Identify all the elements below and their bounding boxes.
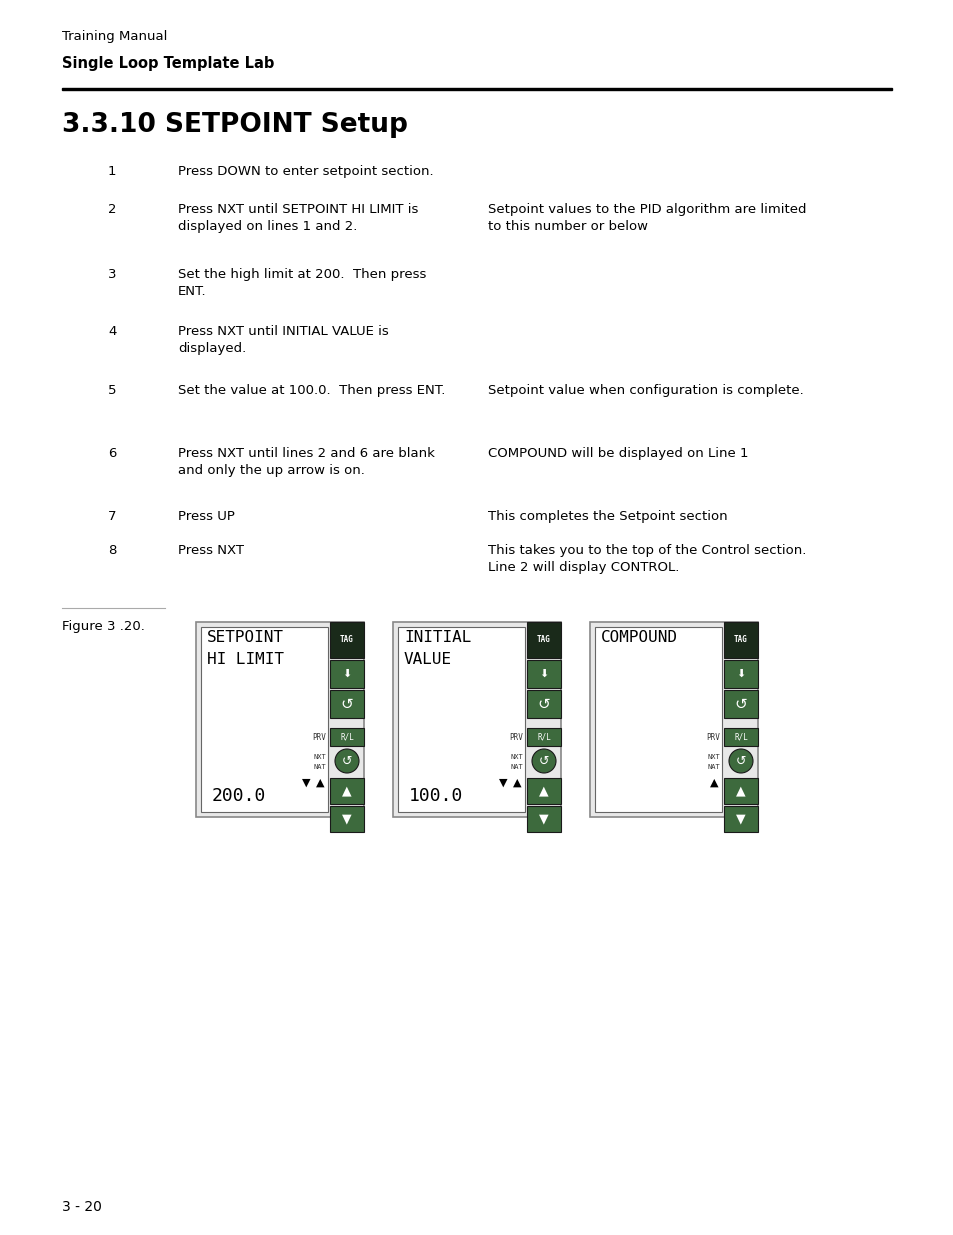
Text: This completes the Setpoint section: This completes the Setpoint section xyxy=(488,510,727,522)
Text: NAT: NAT xyxy=(706,763,720,769)
Text: COMPOUND: COMPOUND xyxy=(600,630,678,645)
Text: ↺: ↺ xyxy=(340,697,353,711)
Circle shape xyxy=(728,748,752,773)
Text: Setpoint value when configuration is complete.: Setpoint value when configuration is com… xyxy=(488,384,803,396)
Bar xyxy=(330,778,364,804)
Text: ▼: ▼ xyxy=(342,813,352,825)
Bar xyxy=(393,622,560,818)
Bar xyxy=(330,690,364,718)
Bar xyxy=(723,806,758,832)
Bar xyxy=(526,622,560,658)
Text: 200.0: 200.0 xyxy=(212,787,266,805)
Text: Press NXT until SETPOINT HI LIMIT is
displayed on lines 1 and 2.: Press NXT until SETPOINT HI LIMIT is dis… xyxy=(178,203,418,233)
Text: ▲: ▲ xyxy=(538,784,548,798)
Text: 6: 6 xyxy=(108,447,116,459)
Text: R/L: R/L xyxy=(537,732,551,741)
Text: This takes you to the top of the Control section.
Line 2 will display CONTROL.: This takes you to the top of the Control… xyxy=(488,543,805,574)
Text: PRV: PRV xyxy=(509,732,522,741)
Text: INITIAL: INITIAL xyxy=(403,630,471,645)
Bar xyxy=(330,622,364,658)
Text: 100.0: 100.0 xyxy=(409,787,463,805)
Text: SETPOINT: SETPOINT xyxy=(207,630,284,645)
Text: NXT: NXT xyxy=(510,755,522,760)
Text: NXT: NXT xyxy=(706,755,720,760)
Bar xyxy=(723,727,758,746)
Text: Set the value at 100.0.  Then press ENT.: Set the value at 100.0. Then press ENT. xyxy=(178,384,445,396)
Bar xyxy=(526,690,560,718)
Text: 3 - 20: 3 - 20 xyxy=(62,1200,102,1214)
Text: Press UP: Press UP xyxy=(178,510,234,522)
Text: PRV: PRV xyxy=(705,732,720,741)
Text: VALUE: VALUE xyxy=(403,652,452,667)
Text: ⬇: ⬇ xyxy=(342,669,352,679)
Text: 8: 8 xyxy=(108,543,116,557)
Bar xyxy=(397,627,524,811)
Text: 7: 7 xyxy=(108,510,116,522)
Bar xyxy=(526,659,560,688)
Bar xyxy=(589,622,758,818)
Text: Press NXT until lines 2 and 6 are blank
and only the up arrow is on.: Press NXT until lines 2 and 6 are blank … xyxy=(178,447,435,477)
Text: ↺: ↺ xyxy=(538,755,549,767)
Bar xyxy=(723,778,758,804)
Bar xyxy=(526,727,560,746)
Text: 2: 2 xyxy=(108,203,116,216)
Text: R/L: R/L xyxy=(339,732,354,741)
Bar xyxy=(526,806,560,832)
Circle shape xyxy=(335,748,358,773)
Text: Figure 3 .20.: Figure 3 .20. xyxy=(62,620,145,634)
Text: Training Manual: Training Manual xyxy=(62,30,167,43)
Text: ▲: ▲ xyxy=(512,778,520,788)
Text: 1: 1 xyxy=(108,165,116,178)
Text: TAG: TAG xyxy=(339,636,354,645)
Bar xyxy=(595,627,721,811)
Bar xyxy=(723,659,758,688)
Bar xyxy=(195,622,364,818)
Text: NXT: NXT xyxy=(313,755,326,760)
Text: ▼: ▼ xyxy=(498,778,507,788)
Text: ↺: ↺ xyxy=(537,697,550,711)
Text: 5: 5 xyxy=(108,384,116,396)
Text: Press NXT: Press NXT xyxy=(178,543,244,557)
Bar xyxy=(330,659,364,688)
Text: Press NXT until INITIAL VALUE is
displayed.: Press NXT until INITIAL VALUE is display… xyxy=(178,325,388,354)
Text: ↺: ↺ xyxy=(341,755,352,767)
Text: ↺: ↺ xyxy=(735,755,745,767)
Text: ▲: ▲ xyxy=(342,784,352,798)
Text: TAG: TAG xyxy=(537,636,551,645)
Text: 3: 3 xyxy=(108,268,116,282)
Bar xyxy=(723,690,758,718)
Bar xyxy=(201,627,328,811)
Text: ↺: ↺ xyxy=(734,697,746,711)
Text: NAT: NAT xyxy=(313,763,326,769)
Text: Press DOWN to enter setpoint section.: Press DOWN to enter setpoint section. xyxy=(178,165,434,178)
Text: ▲: ▲ xyxy=(709,778,718,788)
Bar xyxy=(330,727,364,746)
Bar xyxy=(526,778,560,804)
Text: Single Loop Template Lab: Single Loop Template Lab xyxy=(62,56,274,70)
Bar xyxy=(723,622,758,658)
Text: ▼: ▼ xyxy=(538,813,548,825)
Text: ⬇: ⬇ xyxy=(736,669,745,679)
Circle shape xyxy=(532,748,556,773)
Text: 4: 4 xyxy=(108,325,116,338)
Text: 3.3.10 SETPOINT Setup: 3.3.10 SETPOINT Setup xyxy=(62,112,408,138)
Bar xyxy=(330,806,364,832)
Text: HI LIMIT: HI LIMIT xyxy=(207,652,284,667)
Text: ▲: ▲ xyxy=(736,784,745,798)
Text: ⬇: ⬇ xyxy=(538,669,548,679)
Text: COMPOUND will be displayed on Line 1: COMPOUND will be displayed on Line 1 xyxy=(488,447,748,459)
Text: ▲: ▲ xyxy=(315,778,324,788)
Text: ▼: ▼ xyxy=(736,813,745,825)
Text: Setpoint values to the PID algorithm are limited
to this number or below: Setpoint values to the PID algorithm are… xyxy=(488,203,805,233)
Text: Set the high limit at 200.  Then press
ENT.: Set the high limit at 200. Then press EN… xyxy=(178,268,426,298)
Text: PRV: PRV xyxy=(312,732,326,741)
Text: ▼: ▼ xyxy=(301,778,310,788)
Text: TAG: TAG xyxy=(733,636,747,645)
Text: NAT: NAT xyxy=(510,763,522,769)
Text: R/L: R/L xyxy=(733,732,747,741)
Bar xyxy=(62,88,891,90)
